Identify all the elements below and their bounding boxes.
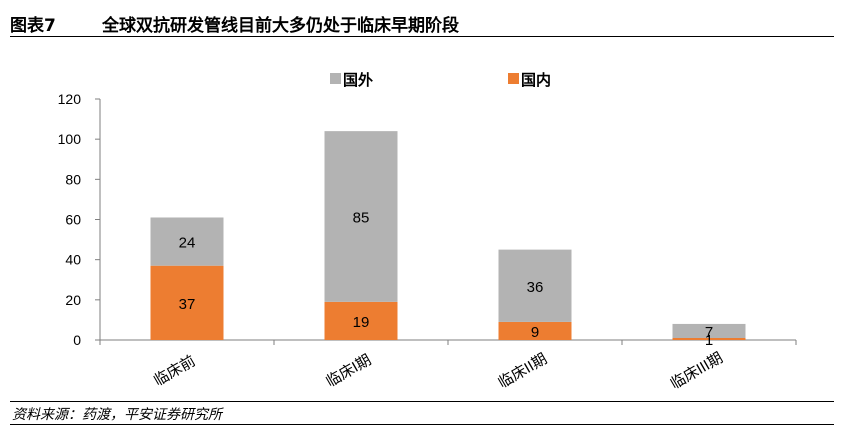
bar-segment (324, 131, 398, 302)
data-label: 36 (527, 279, 544, 296)
bar-segment (324, 301, 398, 340)
y-tick-label: 100 (58, 131, 82, 147)
figure-label: 图表7 (10, 16, 56, 36)
data-label: 24 (179, 235, 196, 252)
x-tick-label: 临床II期 (495, 350, 550, 391)
data-label: 1 (705, 332, 713, 349)
bar-segment (498, 249, 572, 322)
x-tick-label: 临床III期 (668, 349, 726, 392)
stacked-bar-chart: 0 20 40 60 80 100 120 临床前 临床I期 临床II期 临床III期 37 24 1… (58, 71, 797, 393)
y-tick-label: 60 (65, 212, 81, 228)
x-tick-label: 临床I期 (323, 351, 374, 390)
bar-segment (150, 217, 224, 266)
legend-swatch (330, 73, 341, 84)
bar-segment (150, 265, 224, 340)
y-tick-label: 120 (58, 91, 82, 107)
data-label: 9 (531, 324, 539, 341)
data-label: 19 (353, 314, 370, 331)
data-label: 7 (705, 324, 713, 341)
data-label: 37 (179, 296, 196, 313)
y-tick-label: 20 (65, 292, 81, 308)
y-tick-label: 80 (65, 171, 81, 187)
bar-segment (672, 323, 746, 338)
y-tick-label: 40 (65, 252, 81, 268)
legend-label: 国内 (521, 71, 551, 89)
legend: 国外 国内 (330, 71, 551, 89)
legend-swatch (508, 73, 519, 84)
x-tick-label: 临床前 (151, 352, 198, 389)
bar-segment (672, 337, 746, 340)
figure-header: 图表7 全球双抗研发管线目前大多仍处于临床早期阶段 (10, 8, 834, 37)
bars: 37 24 19 85 9 36 17 (150, 131, 746, 349)
source-text: 资料来源：药渡，平安证券研究所 (12, 407, 222, 423)
figure-title: 全球双抗研发管线目前大多仍处于临床早期阶段 (102, 16, 459, 36)
figure-source: 资料来源：药渡，平安证券研究所 (10, 401, 834, 425)
legend-label: 国外 (343, 71, 373, 89)
y-axis: 0 20 40 60 80 100 120 (58, 91, 101, 348)
y-tick-label: 0 (73, 332, 81, 348)
data-label: 85 (353, 209, 370, 226)
x-axis: 临床前 临床I期 临床II期 临床III期 (99, 339, 797, 393)
bar-segment (498, 321, 572, 340)
